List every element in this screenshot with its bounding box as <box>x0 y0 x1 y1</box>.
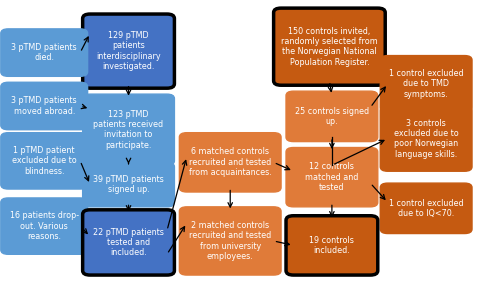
FancyBboxPatch shape <box>180 207 281 275</box>
Text: 3 pTMD patients
moved abroad.: 3 pTMD patients moved abroad. <box>12 96 77 116</box>
FancyBboxPatch shape <box>82 162 174 207</box>
FancyBboxPatch shape <box>286 91 378 142</box>
Text: 123 pTMD
patients received
invitation to
participate.: 123 pTMD patients received invitation to… <box>94 110 164 150</box>
FancyBboxPatch shape <box>380 55 472 112</box>
Text: 1 control excluded
due to TMD
symptoms.: 1 control excluded due to TMD symptoms. <box>389 69 464 99</box>
FancyBboxPatch shape <box>286 148 378 207</box>
Text: 1 pTMD patient
excluded due to
blindness.: 1 pTMD patient excluded due to blindness… <box>12 146 76 176</box>
Text: 1 control excluded
due to IQ<70.: 1 control excluded due to IQ<70. <box>389 199 464 218</box>
Text: 25 controls signed
up.: 25 controls signed up. <box>295 107 369 126</box>
Text: 129 pTMD
patients
interdisciplinary
investigated.: 129 pTMD patients interdisciplinary inve… <box>96 31 161 71</box>
FancyBboxPatch shape <box>180 133 281 192</box>
FancyBboxPatch shape <box>82 14 174 88</box>
FancyBboxPatch shape <box>1 133 88 189</box>
FancyBboxPatch shape <box>380 183 472 234</box>
Text: 22 pTMD patients
tested and
included.: 22 pTMD patients tested and included. <box>93 228 164 257</box>
FancyBboxPatch shape <box>286 216 378 275</box>
Text: 39 pTMD patients
signed up.: 39 pTMD patients signed up. <box>93 175 164 194</box>
FancyBboxPatch shape <box>1 198 88 254</box>
Text: 3 pTMD patients
died.: 3 pTMD patients died. <box>12 43 77 62</box>
FancyBboxPatch shape <box>380 106 472 171</box>
FancyBboxPatch shape <box>1 82 88 130</box>
Text: 6 matched controls
recruited and tested
from acquaintances.: 6 matched controls recruited and tested … <box>189 148 272 177</box>
Text: 16 patients drop-
out. Various
reasons.: 16 patients drop- out. Various reasons. <box>10 211 79 241</box>
FancyBboxPatch shape <box>82 210 174 275</box>
FancyBboxPatch shape <box>82 94 174 165</box>
Text: 2 matched controls
recruited and tested
from university
employees.: 2 matched controls recruited and tested … <box>189 221 272 261</box>
Text: 12 controls
matched and
tested: 12 controls matched and tested <box>305 162 358 192</box>
FancyBboxPatch shape <box>274 8 385 85</box>
FancyBboxPatch shape <box>1 29 88 76</box>
Text: 150 controls invited,
randomly selected from
the Norwegian National
Population R: 150 controls invited, randomly selected … <box>281 27 378 67</box>
Text: 19 controls
included.: 19 controls included. <box>310 236 354 255</box>
Text: 3 controls
excluded due to
poor Norwegian
language skills.: 3 controls excluded due to poor Norwegia… <box>394 119 458 159</box>
